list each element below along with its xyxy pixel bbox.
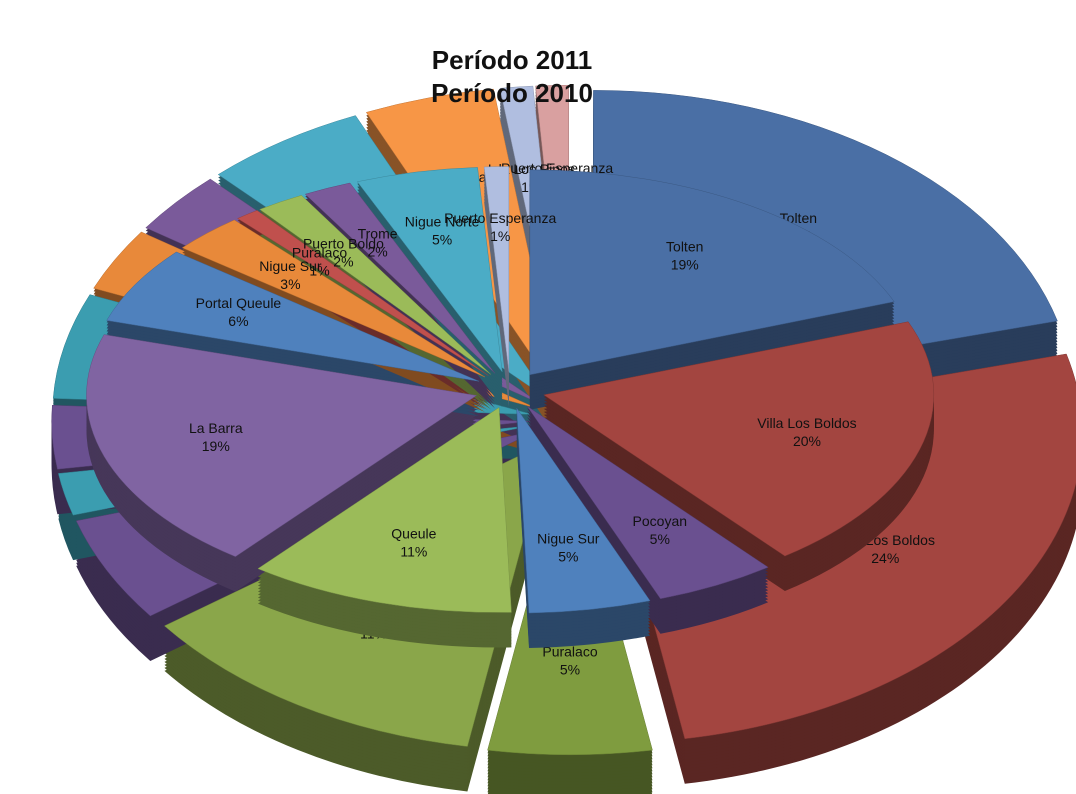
slice	[526, 405, 769, 600]
data-label: 2%	[367, 243, 387, 259]
slice	[304, 182, 496, 374]
data-label: 2%	[333, 253, 353, 269]
data-label: 5%	[432, 232, 452, 248]
slice	[86, 334, 478, 557]
slice	[516, 407, 651, 614]
pie-labels: Tolten 19% Villa Los Boldos 20% Pocoyan 5% Nig…	[189, 210, 857, 565]
data-label: 5%	[558, 549, 578, 565]
slice	[483, 166, 510, 372]
data-label-name: Nigue Norte	[405, 214, 480, 230]
data-label: 5%	[650, 531, 670, 547]
slice	[529, 169, 895, 376]
data-label-name: Puralaco	[542, 644, 597, 660]
data-label: 5%	[560, 662, 580, 678]
pie-tops	[86, 166, 935, 614]
chart-title: Período 2011	[432, 45, 592, 75]
slice	[237, 210, 489, 376]
data-label-name: Queule	[391, 526, 436, 542]
chart-title: Período 2010	[431, 78, 593, 108]
data-label-name: Nigue Sur	[259, 258, 322, 274]
slice	[257, 407, 512, 613]
data-label-name: Tolten	[666, 238, 703, 254]
data-label: 11%	[400, 544, 427, 560]
pie: Tolten 19% Villa Los Boldos 20% Pocoyan 5% Nig…	[86, 166, 935, 649]
data-label: 24%	[871, 550, 899, 566]
data-label-name: Puerto Boldo	[303, 235, 384, 251]
data-label: 19%	[202, 438, 230, 454]
data-label-name: Trome	[358, 225, 398, 241]
slice	[356, 167, 503, 373]
data-label: 19%	[671, 256, 699, 272]
data-label: 3%	[280, 276, 300, 292]
data-label: 1%	[309, 262, 329, 278]
data-label-name: Pocoyan	[633, 513, 687, 529]
data-label: 20%	[793, 433, 821, 449]
slice	[106, 251, 480, 382]
data-label: 6%	[228, 313, 248, 329]
data-label-name: Villa Los Boldos	[757, 415, 856, 431]
pies: Tolten 19% Villa Los Boldos 24% Puralaco 5% Qu…	[51, 84, 1076, 794]
slice	[181, 219, 486, 378]
data-label-name: Puerto Esperanza	[444, 210, 556, 226]
slice	[543, 321, 935, 557]
data-label-name: La Barra	[189, 420, 243, 436]
data-label-name: Puralaco	[292, 244, 347, 260]
data-label: 1%	[490, 228, 510, 244]
data-label-name: Nigue Sur	[537, 531, 600, 547]
data-label-name: Portal Queule	[196, 295, 282, 311]
slice	[259, 195, 492, 375]
